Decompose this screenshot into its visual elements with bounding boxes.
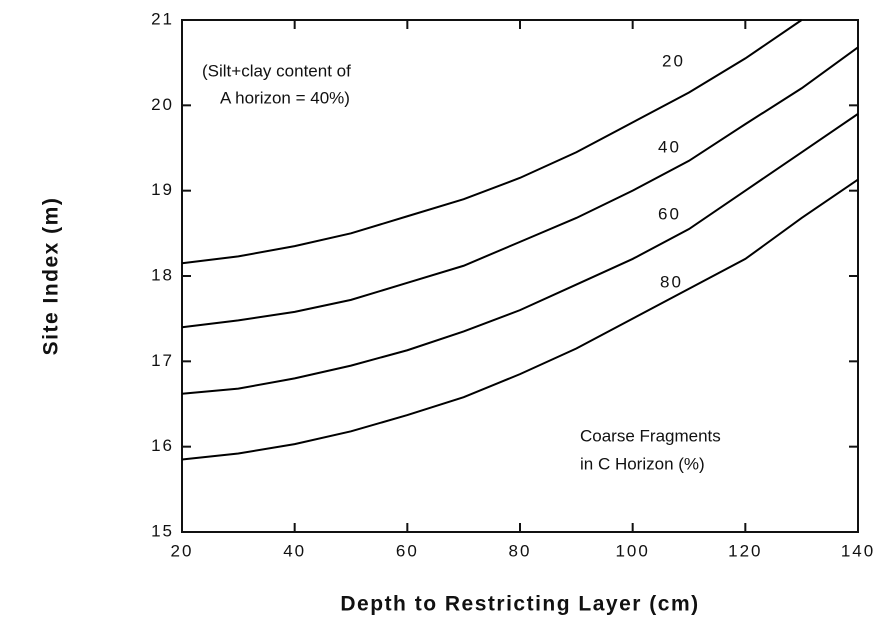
annotation: Coarse Fragments [580,426,721,445]
line [181,178,859,461]
x-tick-label: 20 [171,541,194,560]
x-tick-label: 120 [728,541,762,560]
series-label: 20 [662,51,685,70]
annotation: A horizon = 40%) [220,88,350,107]
y-tick-label: 16 [151,436,174,455]
x-tick-label: 140 [841,541,875,560]
x-axis-label: Depth to Restricting Layer (cm) [340,593,699,616]
y-tick-label: 18 [151,265,174,284]
y-tick-label: 20 [151,95,174,114]
x-tick-label: 60 [396,541,419,560]
y-tick-label: 17 [151,351,174,370]
line [181,113,859,395]
line [181,19,803,265]
x-tick-label: 80 [509,541,532,560]
series-label: 40 [658,137,681,156]
y-axis-label: Site Index (m) [40,197,63,356]
y-tick-label: 19 [151,180,174,199]
y-tick-label: 21 [151,9,174,28]
series-label: 80 [660,272,683,291]
y-tick-label: 15 [151,521,174,540]
series-label: 60 [658,204,681,223]
x-tick-label: 100 [615,541,649,560]
x-tick-label: 40 [283,541,306,560]
annotation: in C Horizon (%) [580,454,705,473]
line [181,46,859,329]
annotation: (Silt+clay content of [202,61,351,80]
